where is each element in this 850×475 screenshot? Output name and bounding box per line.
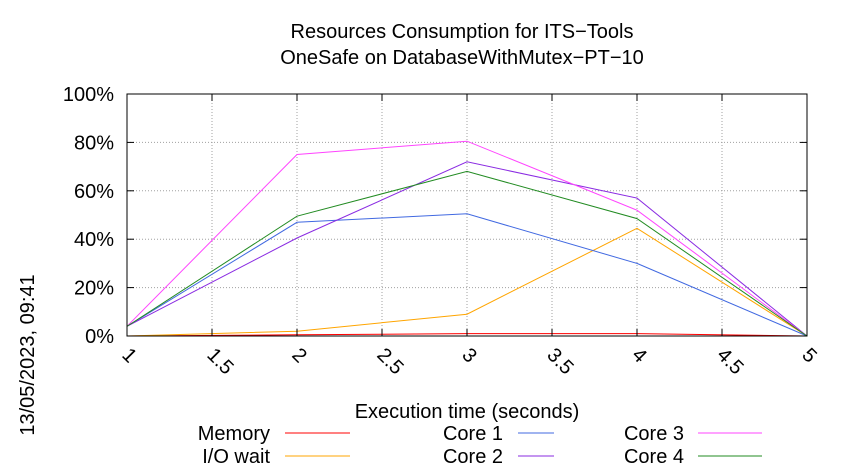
chart-subtitle: OneSafe on DatabaseWithMutex−PT−10 [280, 47, 644, 69]
x-tick-label: 3.5 [542, 344, 577, 379]
y-tick-label: 40% [74, 229, 114, 251]
y-tick-label: 100% [63, 84, 114, 106]
legend-label: Core 1 [443, 423, 503, 445]
y-tick-label: 20% [74, 278, 114, 300]
legend-label: Core 3 [624, 423, 684, 445]
x-tick-label: 2.5 [372, 344, 407, 379]
series-line-core-3 [126, 140, 808, 337]
x-tick-label: 2 [287, 344, 310, 367]
x-axis-label: Execution time (seconds) [355, 401, 580, 423]
legend-label: Memory [198, 423, 270, 445]
series-line-core-1 [126, 213, 808, 337]
legend-label: Core 4 [624, 446, 684, 468]
series-line-core-2 [126, 161, 808, 337]
y-tick-label: 80% [74, 132, 114, 154]
legend-label: Core 2 [443, 446, 503, 468]
x-tick-label: 4.5 [712, 344, 747, 379]
chart-title: Resources Consumption for ITS−Tools [291, 21, 634, 43]
x-tick-label: 1 [117, 344, 140, 367]
y-tick-label: 60% [74, 181, 114, 203]
series-line-core-4 [126, 170, 808, 337]
x-tick-label: 1.5 [202, 344, 237, 379]
series-line-i-o-wait [126, 227, 808, 337]
x-tick-label: 3 [457, 344, 480, 367]
y-tick-label: 0% [85, 326, 114, 348]
side-timestamp: 13/05/2023, 09:41 [17, 274, 39, 435]
legend-label: I/O wait [202, 446, 270, 468]
x-tick-label: 5 [797, 344, 820, 367]
grid [127, 94, 807, 336]
x-tick-label: 4 [627, 344, 650, 367]
